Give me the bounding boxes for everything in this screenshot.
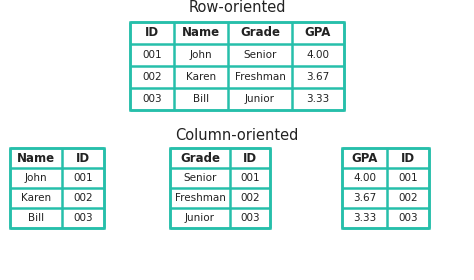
Text: Bill: Bill bbox=[193, 94, 209, 104]
Text: 001: 001 bbox=[240, 173, 260, 183]
Text: 002: 002 bbox=[240, 193, 260, 203]
Text: ID: ID bbox=[145, 27, 159, 39]
Bar bbox=[342, 148, 429, 228]
Text: Name: Name bbox=[182, 27, 220, 39]
Text: 002: 002 bbox=[73, 193, 93, 203]
Text: Grade: Grade bbox=[180, 151, 220, 165]
Text: Column-oriented: Column-oriented bbox=[175, 127, 299, 143]
Text: 001: 001 bbox=[142, 50, 162, 60]
Text: 003: 003 bbox=[240, 213, 260, 223]
Text: GPA: GPA bbox=[305, 27, 331, 39]
Text: 3.67: 3.67 bbox=[353, 193, 376, 203]
Text: Senior: Senior bbox=[243, 50, 277, 60]
Text: Senior: Senior bbox=[183, 173, 217, 183]
Text: Bill: Bill bbox=[28, 213, 44, 223]
Text: 4.00: 4.00 bbox=[307, 50, 329, 60]
Text: Row-oriented: Row-oriented bbox=[188, 1, 286, 15]
Text: Name: Name bbox=[17, 151, 55, 165]
Text: 002: 002 bbox=[398, 193, 418, 203]
Bar bbox=[170, 148, 270, 228]
Text: ID: ID bbox=[401, 151, 415, 165]
Text: 003: 003 bbox=[73, 213, 93, 223]
Text: John: John bbox=[25, 173, 47, 183]
Bar bbox=[10, 148, 104, 228]
Text: John: John bbox=[190, 50, 212, 60]
Text: 4.00: 4.00 bbox=[353, 173, 376, 183]
Text: Karen: Karen bbox=[186, 72, 216, 82]
Text: Freshman: Freshman bbox=[235, 72, 285, 82]
Text: 001: 001 bbox=[398, 173, 418, 183]
Text: 001: 001 bbox=[73, 173, 93, 183]
Text: Freshman: Freshman bbox=[174, 193, 226, 203]
Text: ID: ID bbox=[76, 151, 90, 165]
Text: 003: 003 bbox=[142, 94, 162, 104]
Text: Grade: Grade bbox=[240, 27, 280, 39]
Text: Junior: Junior bbox=[185, 213, 215, 223]
Text: 3.33: 3.33 bbox=[353, 213, 376, 223]
Text: ID: ID bbox=[243, 151, 257, 165]
Text: GPA: GPA bbox=[351, 151, 378, 165]
Text: Karen: Karen bbox=[21, 193, 51, 203]
Bar bbox=[130, 22, 344, 110]
Text: 3.33: 3.33 bbox=[306, 94, 329, 104]
Text: Junior: Junior bbox=[245, 94, 275, 104]
Text: 002: 002 bbox=[142, 72, 162, 82]
Text: 3.67: 3.67 bbox=[306, 72, 329, 82]
Text: 003: 003 bbox=[398, 213, 418, 223]
